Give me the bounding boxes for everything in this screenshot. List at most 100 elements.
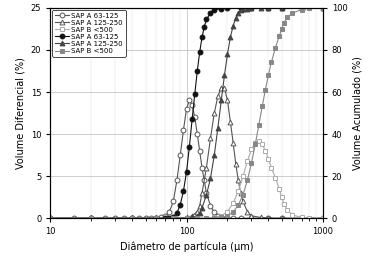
SAP B <500	[241, 175, 245, 178]
SAP B <500	[263, 149, 268, 153]
SAP B <500	[171, 217, 176, 220]
SAP B <500	[260, 143, 264, 146]
SAP B <500	[184, 217, 189, 220]
SAP A 63-125	[195, 69, 200, 73]
SAP A 125-250	[258, 6, 263, 9]
SAP A 125-250	[299, 217, 304, 220]
Line: SAP A 125-250: SAP A 125-250	[48, 85, 325, 221]
SAP A 125-250	[241, 8, 245, 11]
SAP A 63-125	[149, 217, 153, 220]
SAP B <500	[89, 217, 94, 220]
SAP A 63-125	[200, 166, 204, 169]
SAP A 125-250	[171, 217, 176, 220]
Line: SAP A 63-125: SAP A 63-125	[48, 98, 325, 221]
SAP A 125-250	[266, 216, 271, 220]
SAP A 125-250	[195, 210, 200, 213]
SAP B <500	[171, 217, 176, 220]
SAP A 125-250	[212, 154, 217, 157]
SAP B <500	[204, 217, 209, 220]
SAP A 125-250	[245, 210, 250, 213]
SAP A 125-250	[154, 217, 159, 220]
SAP B <500	[236, 204, 241, 207]
SAP A 63-125	[130, 217, 135, 220]
SAP B <500	[245, 179, 250, 182]
SAP A 63-125	[163, 214, 167, 217]
SAP A 125-250	[245, 7, 250, 10]
SAP B <500	[48, 217, 53, 220]
SAP B <500	[290, 213, 295, 216]
SAP A 63-125	[204, 191, 209, 195]
SAP A 125-250	[208, 137, 213, 140]
SAP B <500	[273, 46, 278, 49]
SAP A 125-250	[197, 204, 202, 207]
SAP B <500	[245, 159, 250, 163]
SAP A 63-125	[219, 7, 223, 10]
SAP A 63-125	[238, 217, 243, 220]
SAP A 125-250	[236, 12, 241, 15]
SAP A 125-250	[219, 99, 223, 102]
SAP B <500	[184, 217, 189, 220]
SAP A 63-125	[225, 216, 230, 220]
SAP B <500	[154, 217, 159, 220]
SAP A 125-250	[212, 112, 217, 115]
SAP A 63-125	[279, 217, 284, 220]
SAP A 63-125	[167, 210, 172, 213]
SAP A 63-125	[202, 25, 207, 28]
SAP B <500	[282, 21, 286, 24]
SAP B <500	[249, 161, 254, 165]
SAP B <500	[219, 216, 223, 219]
SAP A 63-125	[178, 203, 182, 206]
Legend: SAP A 63-125, SAP A 125-250, SAP B <500, SAP A 63-125, SAP A 125-250, SAP B <500: SAP A 63-125, SAP A 125-250, SAP B <500,…	[53, 10, 126, 57]
SAP A 125-250	[89, 217, 94, 220]
SAP A 125-250	[279, 6, 284, 9]
SAP A 63-125	[279, 6, 284, 9]
SAP B <500	[225, 210, 230, 213]
SAP B <500	[212, 216, 217, 220]
SAP A 125-250	[204, 166, 209, 169]
SAP A 125-250	[219, 86, 223, 89]
SAP A 125-250	[236, 179, 241, 182]
X-axis label: Diâmetro de partícula (μm): Diâmetro de partícula (μm)	[120, 242, 253, 252]
SAP A 63-125	[113, 217, 117, 220]
SAP A 63-125	[190, 103, 194, 106]
Line: SAP A 63-125: SAP A 63-125	[48, 6, 325, 221]
SAP A 63-125	[48, 217, 53, 220]
Line: SAP B <500: SAP B <500	[48, 6, 325, 221]
SAP A 125-250	[241, 200, 245, 203]
SAP A 63-125	[219, 216, 223, 219]
SAP A 63-125	[208, 204, 213, 207]
SAP A 63-125	[266, 217, 271, 220]
SAP A 63-125	[200, 36, 204, 39]
SAP A 125-250	[200, 206, 204, 209]
SAP A 63-125	[320, 217, 325, 220]
SAP A 63-125	[192, 116, 197, 119]
SAP B <500	[307, 216, 312, 220]
SAP A 125-250	[320, 217, 325, 220]
SAP B <500	[269, 60, 273, 64]
SAP B <500	[285, 208, 289, 211]
SAP A 125-250	[249, 214, 254, 217]
Line: SAP A 125-250: SAP A 125-250	[48, 6, 325, 221]
SAP A 63-125	[212, 8, 217, 12]
SAP A 63-125	[181, 189, 186, 193]
SAP A 125-250	[190, 214, 194, 217]
SAP B <500	[307, 7, 312, 10]
SAP A 63-125	[197, 50, 202, 54]
SAP B <500	[195, 217, 200, 220]
SAP A 125-250	[197, 211, 202, 215]
SAP B <500	[263, 88, 268, 91]
SAP B <500	[320, 6, 325, 9]
SAP A 125-250	[222, 74, 227, 77]
SAP B <500	[320, 217, 325, 220]
SAP A 63-125	[204, 18, 209, 21]
SAP A 63-125	[178, 154, 182, 157]
SAP A 63-125	[122, 217, 127, 220]
SAP A 63-125	[137, 217, 141, 220]
SAP A 63-125	[299, 217, 304, 220]
SAP B <500	[282, 203, 286, 206]
SAP B <500	[231, 201, 235, 205]
SAP A 63-125	[249, 6, 254, 9]
SAP A 63-125	[225, 7, 230, 10]
SAP A 63-125	[231, 217, 235, 220]
SAP B <500	[257, 139, 261, 143]
